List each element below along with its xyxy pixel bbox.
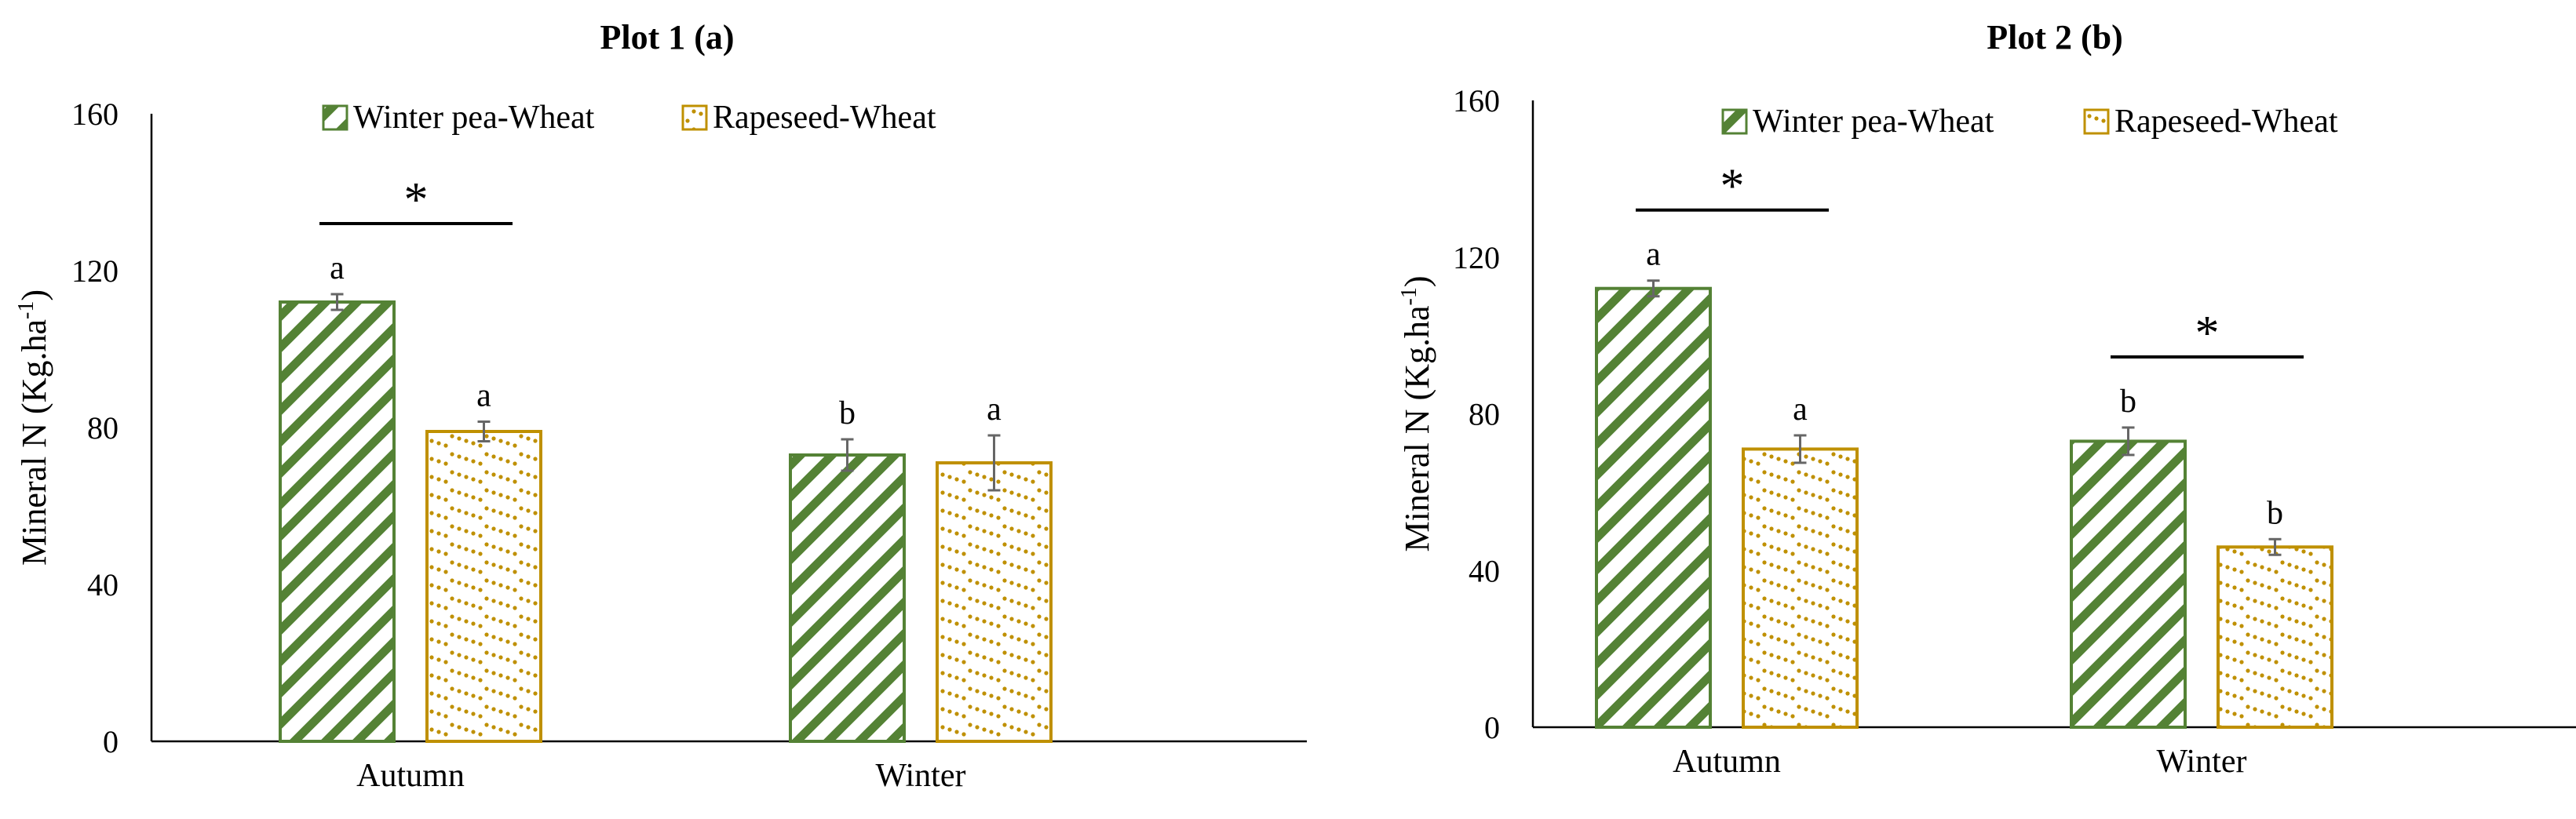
significance-letter: b [839, 395, 856, 431]
chart-title: Plot 2 (b) [1987, 18, 2123, 56]
x-tick-label: Winter [876, 758, 966, 794]
chart-title: Plot 1 (a) [600, 18, 734, 56]
y-tick-label: 120 [71, 253, 119, 289]
significance-letter: b [2120, 384, 2136, 420]
legend-swatch [1721, 108, 1748, 135]
legend-swatch [322, 104, 348, 131]
y-axis-label-sup: -1 [1397, 287, 1421, 305]
bar [279, 300, 396, 743]
y-axis-label-close: ) [1398, 276, 1436, 288]
y-tick-label: 40 [1469, 553, 1500, 588]
y-axis-label-main: Mineral N (Kg.ha [1398, 305, 1436, 551]
y-axis-label-close: ) [15, 289, 53, 301]
x-tick-label: Autumn [1673, 744, 1781, 780]
significance-letter: b [2267, 495, 2283, 531]
y-tick-label: 160 [71, 96, 119, 132]
y-tick-label: 0 [1484, 710, 1500, 745]
y-tick-label: 0 [103, 724, 119, 759]
y-tick-label: 120 [1453, 240, 1500, 275]
chart-1: Plot 1 (a) 0 40 80 120 160 Mineral N (Kg.ha-1)… [14, 18, 1307, 794]
y-tick-label: 40 [87, 567, 119, 602]
bar [1742, 447, 1859, 729]
bar [936, 461, 1053, 743]
legend-label: Winter pea-Wheat [1753, 104, 1994, 140]
y-tick-label: 80 [1469, 397, 1500, 432]
y-axis-label-sup: -1 [14, 301, 38, 319]
legend-label: Rapeseed-Wheat [713, 100, 936, 136]
y-axis-label-main: Mineral N (Kg.ha [15, 319, 53, 566]
y-axis-label: Mineral N (Kg.ha-1) [1397, 276, 1436, 552]
bar [1595, 286, 1712, 729]
significance-letter: a [987, 391, 1002, 428]
x-tick-label: Winter [2157, 744, 2247, 780]
bar [789, 453, 906, 743]
bar [2217, 545, 2333, 729]
significance-star: * [1720, 160, 1745, 213]
legend-swatch [2083, 108, 2110, 135]
bar [2070, 439, 2187, 729]
x-tick-label: Autumn [356, 758, 465, 794]
significance-letter: a [476, 378, 491, 414]
significance-letter: a [1646, 237, 1661, 273]
y-tick-label: 160 [1453, 83, 1500, 118]
significance-letter: a [330, 250, 345, 286]
significance-letter: a [1793, 391, 1808, 428]
significance-star: * [404, 173, 429, 227]
chart-2: Plot 2 (b) 0 40 80 120 160 Mineral N (Kg.ha-1)… [1397, 18, 2576, 780]
y-tick-label: 80 [87, 410, 119, 446]
legend-swatch [681, 104, 708, 131]
legend-label: Rapeseed-Wheat [2114, 104, 2338, 140]
significance-star: * [2195, 307, 2220, 360]
legend-label: Winter pea-Wheat [353, 100, 595, 136]
y-axis-label: Mineral N (Kg.ha-1) [14, 289, 53, 566]
bar [425, 430, 542, 743]
